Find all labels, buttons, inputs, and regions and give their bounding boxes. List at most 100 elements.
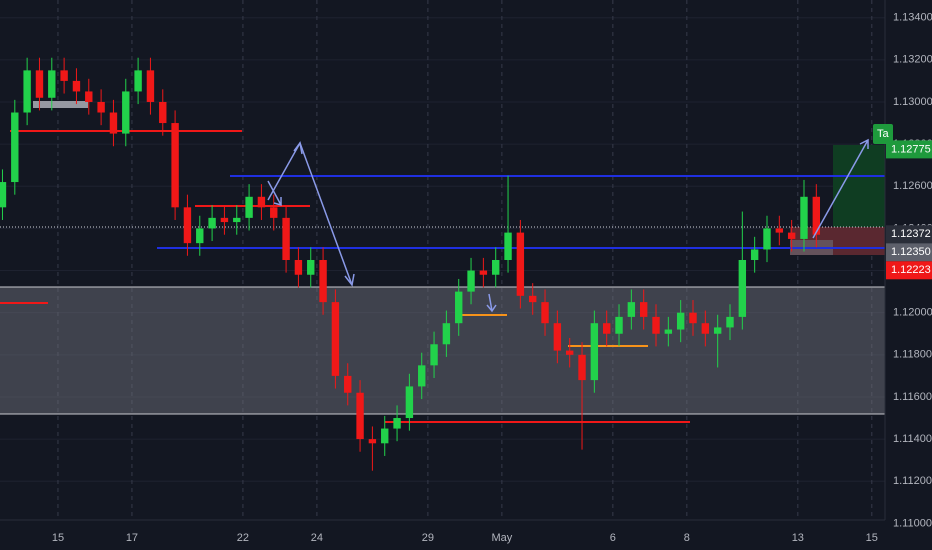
candle-body bbox=[72, 80, 81, 92]
candle-body bbox=[787, 232, 796, 239]
x-tick-label: 24 bbox=[311, 532, 323, 544]
candle-body bbox=[652, 316, 660, 334]
candle-body bbox=[48, 70, 56, 98]
price-label-box bbox=[886, 225, 932, 244]
arrow-head bbox=[859, 138, 869, 149]
y-tick-label: 1.13000 bbox=[893, 96, 932, 108]
candle-body bbox=[418, 365, 426, 387]
x-tick-label: 8 bbox=[684, 532, 690, 544]
candle-body bbox=[763, 228, 771, 250]
candle-body bbox=[726, 316, 734, 328]
candle-body bbox=[541, 302, 549, 324]
candle-body bbox=[344, 375, 352, 393]
candle-body bbox=[220, 217, 229, 223]
candle-body bbox=[282, 217, 290, 260]
candle-body bbox=[639, 302, 648, 317]
y-tick-label: 1.11000 bbox=[893, 517, 932, 529]
x-tick-label: 29 bbox=[422, 532, 434, 544]
x-tick-label: 17 bbox=[126, 532, 138, 544]
arrow-head bbox=[293, 141, 303, 155]
y-tick-label: 1.11600 bbox=[893, 391, 932, 403]
candle-body bbox=[553, 323, 562, 351]
target-tag bbox=[873, 124, 893, 144]
arrow bbox=[812, 139, 869, 239]
axes: 1.134001.132001.130001.128001.126001.124… bbox=[52, 12, 932, 544]
arrow-head bbox=[344, 273, 355, 287]
candle-body bbox=[270, 207, 278, 218]
candle-body bbox=[467, 270, 475, 292]
candle-body bbox=[245, 196, 253, 218]
candle-body bbox=[430, 344, 438, 366]
target-label: Ta bbox=[877, 128, 890, 140]
candle-body bbox=[664, 329, 673, 334]
candle-body bbox=[492, 260, 500, 275]
candle-body bbox=[689, 312, 697, 324]
candle-body bbox=[442, 323, 451, 345]
candle-body bbox=[11, 112, 19, 183]
y-tick-label: 1.11800 bbox=[893, 349, 932, 361]
candle-body bbox=[319, 260, 327, 303]
candle-body bbox=[233, 217, 241, 223]
candle-body bbox=[208, 217, 216, 229]
candle-body bbox=[578, 354, 586, 381]
candle-body bbox=[738, 260, 747, 317]
marker-box bbox=[33, 101, 88, 108]
candle-body bbox=[676, 312, 685, 330]
candle-body bbox=[97, 101, 105, 113]
x-tick-label: May bbox=[491, 532, 512, 544]
time-axis bbox=[0, 520, 932, 550]
candle-body bbox=[122, 91, 130, 134]
candle-body bbox=[134, 70, 142, 92]
y-tick-label: 1.12000 bbox=[893, 307, 932, 319]
y-tick-label: 1.12600 bbox=[893, 180, 932, 192]
candle-body bbox=[750, 249, 759, 260]
candle-body bbox=[196, 228, 204, 244]
arrow bbox=[488, 293, 493, 312]
candle-body bbox=[590, 323, 599, 381]
candle-body bbox=[109, 112, 118, 134]
price-label-box bbox=[886, 261, 932, 280]
y-tick-label: 1.11400 bbox=[893, 433, 932, 445]
y-tick-label: 1.13400 bbox=[893, 12, 932, 24]
candle-body bbox=[812, 196, 821, 235]
zone bbox=[0, 287, 885, 414]
candle-body bbox=[516, 232, 525, 296]
candle-body bbox=[171, 123, 179, 208]
price-label: 1.12372 bbox=[891, 228, 931, 240]
x-tick-label: 15 bbox=[866, 532, 878, 544]
candle-body bbox=[602, 323, 611, 334]
arrow bbox=[267, 180, 282, 206]
price-label: 1.12775 bbox=[891, 143, 931, 155]
price-label: 1.12350 bbox=[891, 246, 931, 258]
candle-body bbox=[35, 70, 44, 98]
candle-body bbox=[0, 182, 7, 208]
candle-body bbox=[294, 260, 303, 275]
candle-body bbox=[627, 302, 636, 317]
candle-body bbox=[393, 418, 401, 429]
y-tick-label: 1.13200 bbox=[893, 54, 932, 66]
candle-body bbox=[615, 316, 623, 334]
candle-body bbox=[331, 302, 340, 376]
price-label: 1.12223 bbox=[891, 264, 931, 276]
candle-body bbox=[479, 270, 488, 275]
candle-body bbox=[60, 70, 68, 81]
candle-body bbox=[701, 323, 710, 334]
candle-body bbox=[381, 428, 389, 444]
price-label-box bbox=[886, 140, 932, 159]
candle-body bbox=[183, 207, 192, 244]
candle-body bbox=[713, 327, 722, 334]
x-tick-label: 22 bbox=[237, 532, 249, 544]
candle-body bbox=[23, 70, 31, 113]
candle-body bbox=[800, 196, 808, 239]
candle-body bbox=[455, 291, 463, 324]
arrows bbox=[267, 138, 869, 313]
candle-body bbox=[307, 260, 315, 275]
candle-body bbox=[504, 232, 512, 260]
x-tick-label: 6 bbox=[610, 532, 616, 544]
candle-body bbox=[85, 91, 93, 102]
arrow-head bbox=[486, 304, 497, 313]
candle-body bbox=[257, 196, 266, 208]
candle-body bbox=[356, 392, 364, 440]
